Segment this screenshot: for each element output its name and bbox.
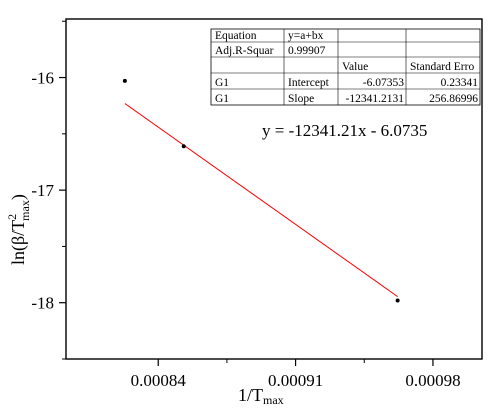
data-point <box>395 298 400 303</box>
stats-table-cell: Standard Erro <box>410 61 474 73</box>
data-point <box>122 78 127 83</box>
y-axis-title-main: ln(β/T <box>8 220 29 265</box>
stats-table-cell: -12341.2131 <box>346 93 405 105</box>
plot-frame <box>65 18 483 360</box>
stats-table-cell: Adj.R-Squar <box>215 45 274 57</box>
stats-table-frame <box>210 28 481 106</box>
y-tick-label: -16 <box>31 69 54 88</box>
y-axis: -16 -17 -18 <box>31 20 66 360</box>
equation-annotation: y = -12341.21x - 6.0735 <box>262 121 427 140</box>
stats-table-cell: -6.07353 <box>363 77 404 89</box>
stats-table: Equation y=a+bx Adj.R-Squar 0.99907 Value Sta… <box>210 28 481 106</box>
x-tick-label: 0.00084 <box>131 371 187 390</box>
x-axis-title-main: 1/T <box>238 385 263 405</box>
x-axis: 0.00084 0.00091 0.00098 <box>131 359 461 390</box>
data-points <box>122 78 400 303</box>
y-axis-title-superscript: 2 <box>5 214 19 220</box>
stats-table-cell: Equation <box>215 30 257 42</box>
y-tick-label: -18 <box>31 294 54 313</box>
stats-table-cell: 0.99907 <box>288 45 326 57</box>
plot-area <box>65 18 483 360</box>
stats-table-cell: 256.86996 <box>429 93 478 105</box>
y-tick-label: -17 <box>31 181 54 200</box>
stats-table-cell: 0.23341 <box>441 77 479 89</box>
x-tick-label: 0.00091 <box>268 371 323 390</box>
y-axis-title-close: ) <box>8 194 29 200</box>
y-axis-title-subscript: max <box>18 200 32 221</box>
stats-table-cell: Slope <box>288 93 314 105</box>
y-axis-title: ln(β/T2max) <box>5 194 32 265</box>
stats-table-cell: Intercept <box>288 77 330 89</box>
x-tick-label: 0.00098 <box>405 371 460 390</box>
stats-table-cell: G1 <box>215 77 229 89</box>
data-point <box>181 144 186 149</box>
x-axis-title-subscript: max <box>263 393 284 407</box>
fit-line-layer <box>124 103 398 298</box>
linear-fit-line <box>124 103 398 298</box>
stats-table-cell: G1 <box>215 93 229 105</box>
stats-table-cell: y=a+bx <box>288 30 324 42</box>
stats-table-cell: Value <box>342 61 368 73</box>
x-axis-title: 1/Tmax <box>238 385 284 407</box>
